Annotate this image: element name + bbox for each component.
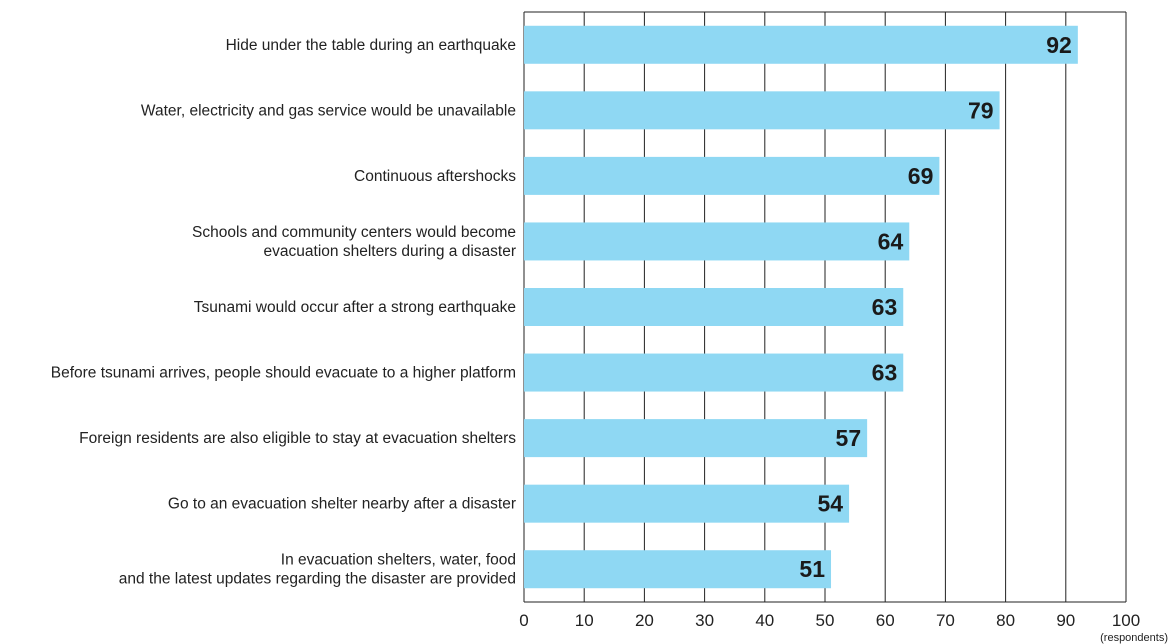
category-label-line: Schools and community centers would beco… xyxy=(192,224,516,241)
category-label: Go to an evacuation shelter nearby after… xyxy=(168,496,516,513)
category-label-line: Foreign residents are also eligible to s… xyxy=(79,430,516,447)
x-tick-label: 20 xyxy=(635,611,654,630)
data-label: 51 xyxy=(799,556,825,582)
category-label-line: Tsunami would occur after a strong earth… xyxy=(194,299,516,316)
data-label: 57 xyxy=(836,425,862,451)
bar xyxy=(524,550,832,589)
x-tick-label: 50 xyxy=(816,611,835,630)
x-tick-label: 10 xyxy=(575,611,594,630)
bar xyxy=(524,222,910,261)
category-label-line: Go to an evacuation shelter nearby after… xyxy=(168,496,516,513)
data-label: 79 xyxy=(968,97,994,123)
category-label: Continuous aftershocks xyxy=(354,168,516,185)
data-label: 92 xyxy=(1046,32,1072,58)
x-tick-label: 70 xyxy=(936,611,955,630)
x-tick-label: 90 xyxy=(1056,611,1075,630)
bar xyxy=(524,91,1000,130)
category-label: In evacuation shelters, water, food and t… xyxy=(119,552,516,588)
x-tick-label: 100 xyxy=(1112,611,1140,630)
data-label: 54 xyxy=(817,491,843,517)
x-tick-label: 60 xyxy=(876,611,895,630)
category-label: Water, electricity and gas service would… xyxy=(141,102,516,119)
category-label-line: Before tsunami arrives, people should ev… xyxy=(51,365,516,382)
category-label-line: In evacuation shelters, water, food xyxy=(281,552,516,569)
bar xyxy=(524,156,940,195)
bar xyxy=(524,288,904,326)
bar xyxy=(524,353,904,392)
category-label: Hide under the table during an earthquak… xyxy=(226,37,516,54)
x-tick-label: 40 xyxy=(755,611,774,630)
x-tick-label: 0 xyxy=(519,611,528,630)
category-label: Tsunami would occur after a strong earth… xyxy=(194,299,516,316)
x-tick-label: 30 xyxy=(695,611,714,630)
data-label: 63 xyxy=(872,294,898,320)
category-label-line: and the latest updates regarding the dis… xyxy=(119,571,516,588)
category-label: Before tsunami arrives, people should ev… xyxy=(51,365,516,382)
category-label-line: Hide under the table during an earthquak… xyxy=(226,37,516,54)
category-label-line: Water, electricity and gas service would… xyxy=(141,102,516,119)
bar xyxy=(524,484,850,523)
data-label: 63 xyxy=(872,360,898,386)
x-axis-unit-label: (respondents) xyxy=(1100,632,1168,644)
category-label-line: evacuation shelters during a disaster xyxy=(264,243,516,260)
bar xyxy=(524,25,1078,64)
category-label: Schools and community centers would beco… xyxy=(192,224,516,260)
data-label: 64 xyxy=(878,228,904,254)
category-label-line: Continuous aftershocks xyxy=(354,168,516,185)
x-tick-label: 80 xyxy=(996,611,1015,630)
category-label: Foreign residents are also eligible to s… xyxy=(79,430,516,447)
bar xyxy=(524,419,868,458)
data-label: 69 xyxy=(908,163,934,189)
